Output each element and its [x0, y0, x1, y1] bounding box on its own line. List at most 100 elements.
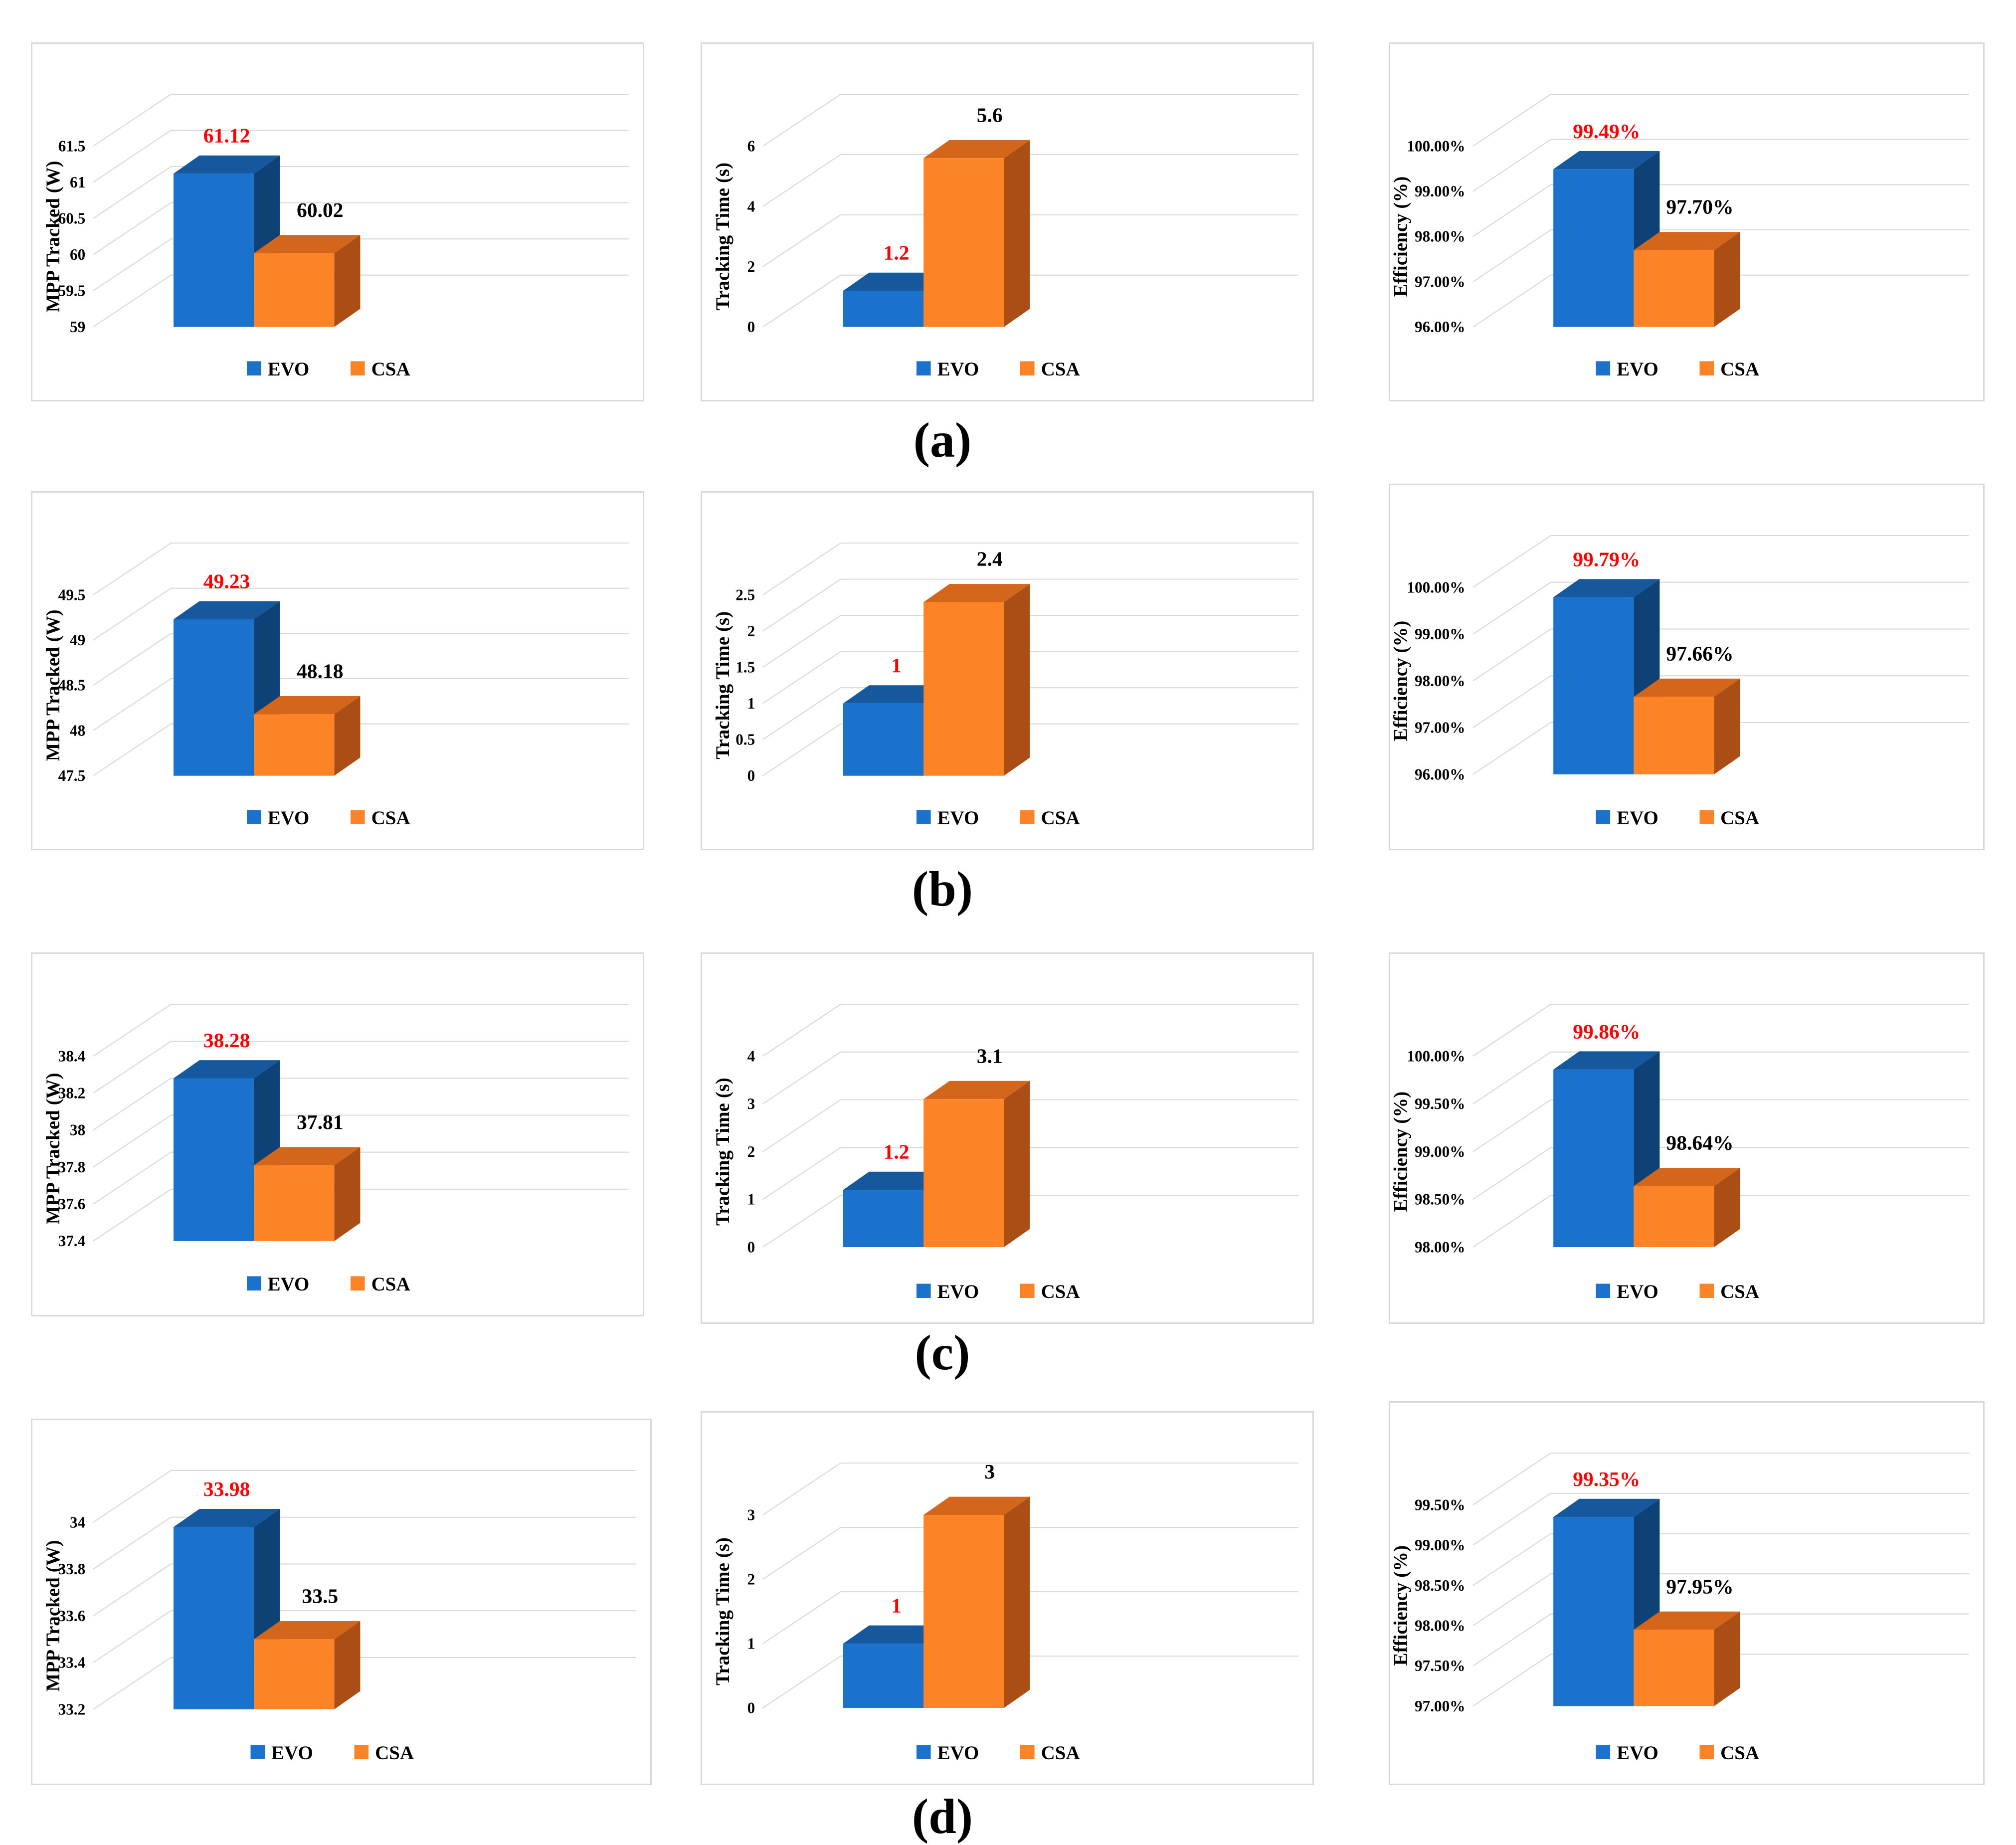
bar-evo-top [174, 155, 280, 174]
y-tick-label: 98.00% [1415, 228, 1465, 245]
y-tick-label: 96.00% [1415, 318, 1465, 336]
bar-csa-top [1634, 1168, 1740, 1186]
legend-swatch-evo [250, 1745, 265, 1759]
y-tick-label: 60 [70, 246, 85, 263]
y-tick-label: 2 [747, 1143, 755, 1160]
gridline [93, 1114, 629, 1168]
gridline [93, 678, 629, 731]
y-tick-label: 6 [747, 137, 755, 155]
y-tick-label: 98.50% [1415, 1577, 1465, 1594]
bar-evo [174, 619, 254, 776]
legend-swatch-evo [1596, 1745, 1611, 1759]
bar-csa-side [1714, 1168, 1740, 1248]
y-tick-label: 2 [747, 622, 755, 640]
data-label-csa: 2.4 [977, 548, 1003, 570]
legend-swatch-csa [1699, 810, 1714, 824]
data-label-evo: 99.49% [1573, 120, 1640, 143]
gridline [762, 93, 1298, 147]
legend-swatch-evo [1596, 1284, 1611, 1298]
legend-swatch-evo [916, 361, 931, 375]
gridline [1472, 184, 1969, 237]
bar-evo [1553, 169, 1634, 327]
row-label-c: (c) [915, 1325, 970, 1380]
bar-evo-top [174, 1508, 280, 1527]
data-label-evo: 1.2 [884, 1140, 910, 1163]
y-tick-label: 98.50% [1415, 1191, 1465, 1208]
y-tick-label: 60.5 [58, 209, 86, 227]
gridline [93, 1041, 629, 1094]
y-axis-title: Efficiency (%) [1390, 621, 1411, 741]
bar-csa [254, 1165, 335, 1241]
gridline [93, 1657, 636, 1710]
gridline [1472, 274, 1969, 328]
y-tick-label: 59 [70, 318, 85, 336]
gridline [1472, 1051, 1969, 1105]
legend-swatch-evo [916, 1745, 931, 1759]
bar-csa-top [923, 140, 1030, 159]
legend-label-csa: CSA [1720, 807, 1759, 829]
chart-svg: 96.00% 97.00% 98.00% 99.00% 100.00% Efficienc… [1390, 93, 1969, 380]
legend-label-csa: CSA [1041, 359, 1080, 380]
bar-csa-top [923, 1081, 1030, 1100]
y-tick-label: 98.00% [1415, 1617, 1465, 1634]
bar-evo-top [174, 601, 280, 619]
y-tick-label: 49.5 [58, 586, 86, 603]
gridline [762, 1526, 1298, 1580]
y-tick-label: 38 [70, 1121, 85, 1139]
legend-swatch-evo [1596, 361, 1611, 375]
chart-panel-b-mpp: 47.5 48 48.5 49 49.5 MPP Tracked (W) 49.23 48.1… [31, 491, 644, 850]
row-label-d: (d) [912, 1789, 973, 1844]
y-axis-title: MPP Tracked (W) [42, 609, 64, 761]
y-tick-label: 97.00% [1415, 1697, 1465, 1715]
legend-label-evo: EVO [1617, 1281, 1658, 1302]
chart-panel-d-efficiency: 97.00% 97.50% 98.00% 98.50% 99.00% 99.50% Effi… [1389, 1401, 1985, 1785]
bar-csa-side [334, 1621, 361, 1709]
y-tick-label: 38.2 [58, 1085, 86, 1102]
gridline [93, 1470, 636, 1523]
bar-evo [843, 291, 924, 327]
gridline [93, 723, 629, 776]
bar-csa-side [1004, 1496, 1030, 1708]
gridline [1472, 675, 1969, 729]
y-tick-label: 4 [747, 197, 755, 215]
chart-panel-a-mpp: 59 59.5 60 60.5 61 61.5 MPP Tracked (W) 61.12 60… [31, 42, 644, 401]
gridline [762, 615, 1298, 668]
chart-panel-a-time: 0 2 4 6 Tracking Time (s) 1.2 5.6 EVO CSA [701, 42, 1314, 401]
y-tick-label: 3 [747, 1506, 755, 1523]
row-label-a: (a) [913, 412, 972, 468]
legend-label-evo: EVO [1617, 1742, 1658, 1764]
gridline [1472, 581, 1969, 635]
gridline [1472, 1003, 1969, 1057]
legend-swatch-csa [351, 810, 365, 824]
bar-evo [174, 1078, 254, 1241]
y-tick-label: 34 [70, 1513, 86, 1531]
gridline [762, 1147, 1298, 1200]
gridline [93, 587, 629, 641]
bar-csa [923, 158, 1004, 327]
chart-panel-b-efficiency: 96.00% 97.00% 98.00% 99.00% 100.00% Efficienc… [1389, 484, 1985, 850]
y-tick-label: 2 [747, 1570, 755, 1588]
gridline [762, 578, 1298, 632]
bar-evo-top [843, 1625, 950, 1644]
gridline [762, 1656, 1298, 1708]
y-tick-label: 49 [70, 631, 85, 649]
legend-label-evo: EVO [1617, 359, 1658, 380]
y-tick-label: 48 [70, 722, 85, 739]
bar-csa-side [334, 1147, 361, 1241]
legend-swatch-evo [247, 1276, 261, 1291]
data-label-csa: 3.1 [977, 1044, 1003, 1067]
legend-label-evo: EVO [1617, 807, 1658, 829]
bar-csa [1634, 1630, 1714, 1706]
gridline [1472, 93, 1969, 147]
chart-svg: 98.00% 98.50% 99.00% 99.50% 100.00% Efficienc… [1390, 1003, 1969, 1302]
chart-body: 0 2 4 6 Tracking Time (s) 1.2 5.6 EVO CSA [712, 93, 1298, 380]
data-label-csa: 3 [984, 1460, 995, 1483]
legend-label-evo: EVO [937, 359, 979, 380]
chart-body: 37.4 37.6 37.8 38 38.2 38.4 MPP Tracked (W) 38.… [42, 1003, 629, 1295]
chart-panel-d-time: 0 1 2 3 Tracking Time (s) 1 3 EVO CSA [701, 1411, 1314, 1785]
bar-csa-top [254, 696, 361, 715]
gridline [762, 1591, 1298, 1644]
bar-csa [1634, 250, 1714, 327]
y-tick-label: 99.50% [1415, 1095, 1465, 1112]
